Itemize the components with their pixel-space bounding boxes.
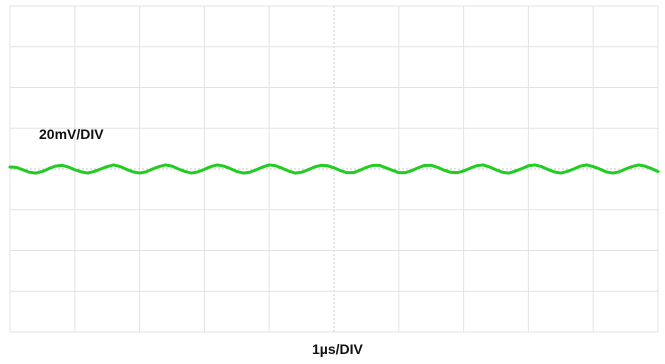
horizontal-scale-label: 1µs/DIV — [312, 341, 363, 357]
waveform-trace-group — [8, 163, 660, 175]
waveform-trace — [8, 163, 660, 175]
vertical-scale-label: 20mV/DIV — [39, 126, 104, 142]
